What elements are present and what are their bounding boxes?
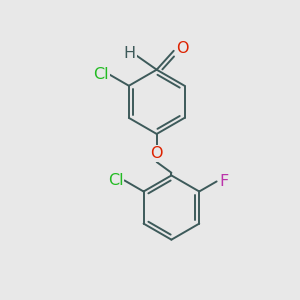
Text: Cl: Cl	[93, 67, 109, 82]
Text: O: O	[176, 41, 189, 56]
Text: H: H	[124, 46, 136, 61]
Text: Cl: Cl	[108, 173, 124, 188]
Text: F: F	[219, 174, 229, 189]
Text: O: O	[150, 146, 162, 161]
